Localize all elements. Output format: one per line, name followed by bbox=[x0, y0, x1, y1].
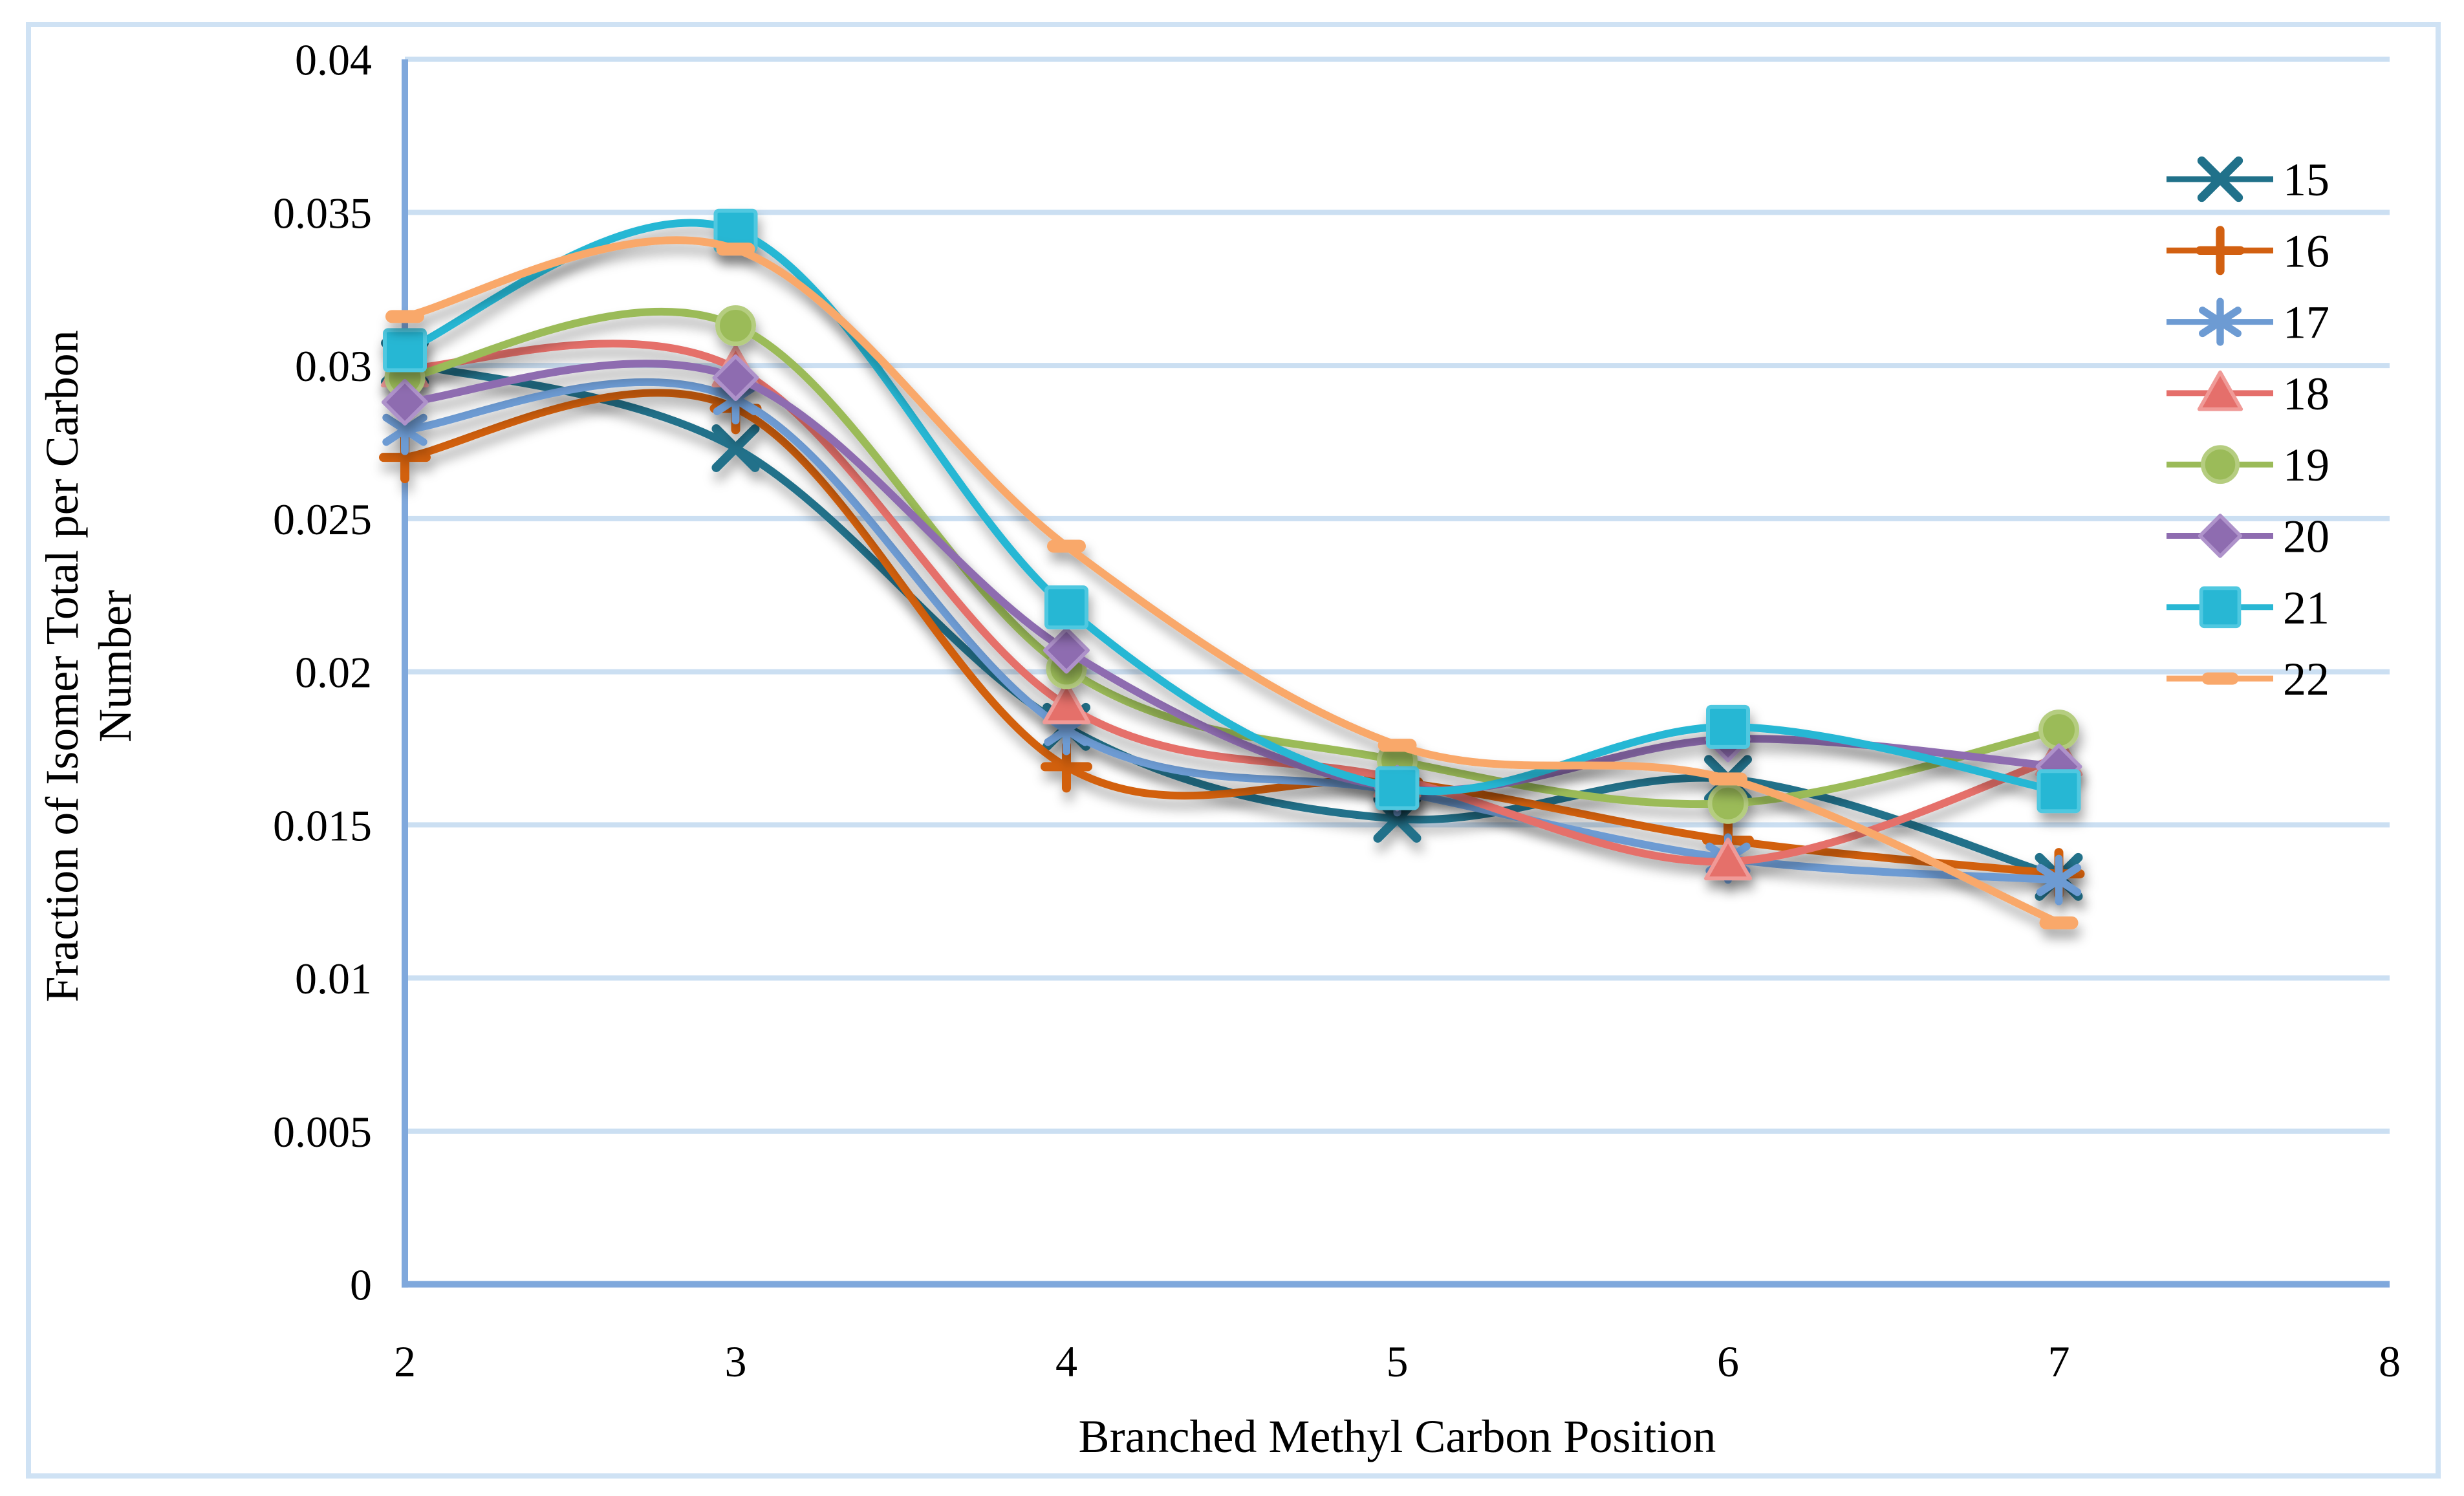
x-tick-label: 6 bbox=[1717, 1337, 1739, 1386]
x-tick-label: 5 bbox=[1387, 1337, 1409, 1386]
dash-marker bbox=[1709, 772, 1747, 786]
series-line-15 bbox=[401, 358, 2063, 881]
dash-marker bbox=[2201, 672, 2239, 685]
diamond-marker bbox=[1043, 627, 1090, 674]
legend-label: 16 bbox=[2283, 225, 2329, 277]
square-marker bbox=[2037, 769, 2081, 814]
x-tick-label: 7 bbox=[2048, 1337, 2070, 1386]
y-axis-title: Number bbox=[89, 590, 141, 743]
square-marker bbox=[1375, 766, 1420, 810]
diamond-marker bbox=[712, 354, 759, 402]
legend-label: 19 bbox=[2283, 439, 2329, 491]
series-line-18 bbox=[401, 340, 2063, 866]
x-tick-label: 3 bbox=[725, 1337, 747, 1386]
legend-item-16: 16 bbox=[2167, 225, 2329, 277]
circle-marker bbox=[2038, 710, 2079, 751]
circle-marker bbox=[2201, 445, 2240, 484]
series-21 bbox=[383, 208, 2081, 814]
legend-label: 20 bbox=[2283, 511, 2329, 563]
y-axis-title: Fraction of Isomer Total per Carbon bbox=[36, 330, 88, 1002]
y-tick-label: 0.03 bbox=[295, 341, 372, 391]
chart-frame bbox=[26, 22, 2441, 1479]
legend-item-15: 15 bbox=[2167, 154, 2329, 206]
legend-item-18: 18 bbox=[2167, 368, 2329, 420]
y-tick-label: 0.025 bbox=[273, 495, 372, 544]
circle-marker bbox=[715, 305, 756, 347]
legend: 15 16 17 18 19 20 21 22 bbox=[2167, 154, 2329, 705]
y-tick-label: 0.04 bbox=[295, 36, 372, 85]
x-tick-label: 2 bbox=[394, 1337, 416, 1386]
legend-label: 22 bbox=[2283, 653, 2329, 705]
diamond-marker bbox=[382, 378, 428, 426]
legend-item-22: 22 bbox=[2167, 653, 2329, 705]
x-marker bbox=[2197, 156, 2243, 202]
legend-label: 17 bbox=[2283, 297, 2329, 349]
legend-item-19: 19 bbox=[2167, 439, 2329, 491]
legend-item-17: 17 bbox=[2167, 297, 2329, 349]
x-marker bbox=[711, 424, 760, 472]
series-22 bbox=[385, 236, 2079, 929]
x-tick-label: 8 bbox=[2379, 1337, 2401, 1386]
x-tick-label: 4 bbox=[1055, 1337, 1077, 1386]
dash-marker bbox=[716, 243, 755, 256]
y-tick-label: 0.01 bbox=[295, 954, 372, 1003]
legend-item-20: 20 bbox=[2167, 511, 2329, 563]
circle-marker bbox=[1707, 783, 1749, 824]
square-marker bbox=[383, 328, 427, 373]
dash-marker bbox=[1378, 739, 1417, 752]
triangle-marker bbox=[2197, 370, 2243, 411]
dash-marker bbox=[1047, 539, 1086, 553]
dash-marker bbox=[385, 310, 424, 323]
y-tick-label: 0.035 bbox=[273, 188, 372, 237]
series-line-22 bbox=[401, 236, 2063, 927]
square-marker bbox=[1706, 704, 1750, 749]
y-tick-label: 0 bbox=[350, 1261, 372, 1310]
y-tick-label: 0.015 bbox=[273, 801, 372, 850]
legend-label: 15 bbox=[2283, 154, 2329, 206]
legend-label: 18 bbox=[2283, 368, 2329, 420]
triangle-marker bbox=[1043, 681, 1090, 724]
y-tick-label: 0.02 bbox=[295, 648, 372, 697]
x-axis-title: Branched Methyl Carbon Position bbox=[1079, 1411, 1716, 1462]
triangle-marker bbox=[1704, 838, 1752, 881]
asterisk-marker bbox=[2036, 854, 2082, 905]
legend-label: 21 bbox=[2283, 582, 2329, 634]
series-line-16 bbox=[401, 389, 2063, 878]
square-marker bbox=[2199, 586, 2242, 629]
diamond-marker bbox=[2198, 514, 2243, 558]
legend-item-21: 21 bbox=[2167, 582, 2329, 634]
square-marker bbox=[1044, 585, 1088, 630]
asterisk-marker bbox=[2199, 298, 2242, 346]
series-line-20 bbox=[401, 360, 2063, 795]
y-tick-label: 0.005 bbox=[273, 1107, 372, 1156]
plus-marker bbox=[2196, 226, 2245, 276]
dash-marker bbox=[2039, 916, 2079, 929]
